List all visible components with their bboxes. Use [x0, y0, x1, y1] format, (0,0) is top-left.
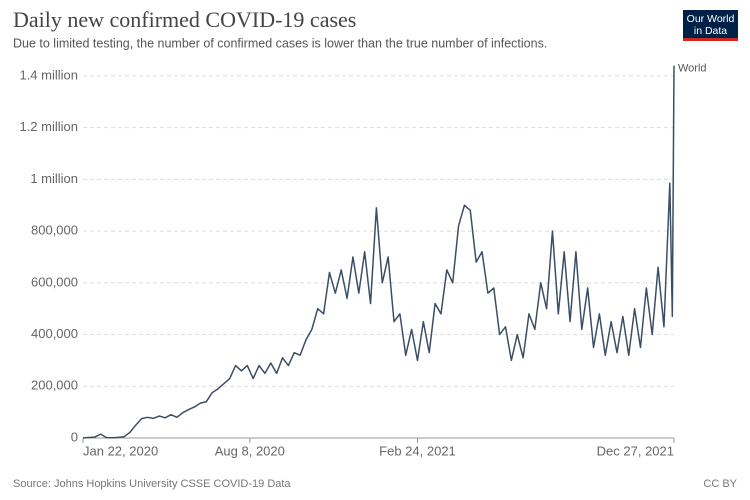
y-tick-label: 400,000 — [31, 326, 78, 341]
series-line — [82, 65, 675, 439]
y-tick-label: 600,000 — [31, 274, 78, 289]
logo-text: in Data — [694, 25, 727, 37]
x-tick-label: Jan 22, 2020 — [83, 443, 158, 458]
x-tick-label: Aug 8, 2020 — [215, 443, 285, 458]
x-tick-label: Dec 27, 2021 — [597, 443, 674, 458]
logo-text: Our World — [687, 13, 735, 25]
y-tick-label: 1.2 million — [19, 119, 78, 134]
x-tick-label: Feb 24, 2021 — [379, 443, 456, 458]
chart-subtitle: Due to limited testing, the number of co… — [13, 36, 547, 50]
y-tick-label: 1.4 million — [19, 67, 78, 82]
y-tick-label: 200,000 — [31, 378, 78, 393]
logo-bar — [683, 38, 738, 41]
y-tick-label: 1 million — [30, 171, 78, 186]
license: CC BY — [703, 478, 737, 490]
y-tick-label: 800,000 — [31, 223, 78, 238]
source: Source: Johns Hopkins University CSSE CO… — [13, 478, 291, 490]
logo-box — [683, 10, 738, 41]
series-label: World — [678, 62, 707, 74]
chart-title: Daily new confirmed COVID-19 cases — [13, 7, 356, 32]
y-tick-label: 0 — [71, 429, 78, 444]
